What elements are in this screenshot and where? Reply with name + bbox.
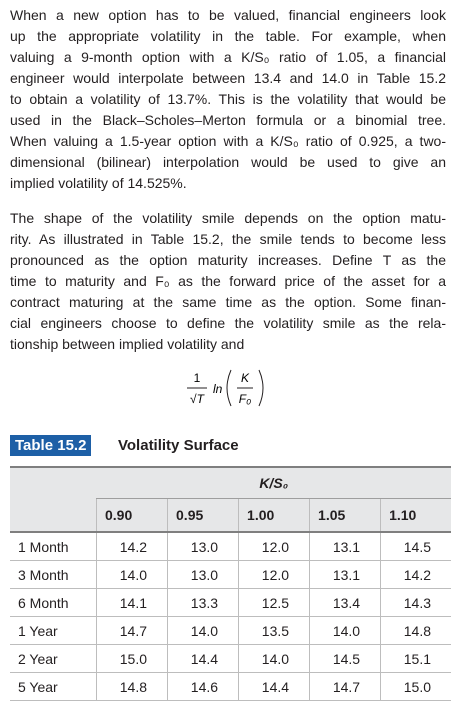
table-row: 1 Year 14.7 14.0 13.5 14.0 14.8 — [10, 616, 451, 645]
row-label: 1 Year — [10, 616, 97, 645]
cell: 14.8 — [380, 616, 451, 645]
text-line: tionship between implied volatility and — [10, 336, 245, 352]
text-line: used in the Black–Scholes–Merton formula… — [10, 112, 446, 128]
text-line: cial engineers choose to define the vola… — [10, 315, 446, 331]
cell: 14.1 — [95, 588, 168, 617]
column-header: 0.95 — [167, 498, 239, 533]
inner-denominator: F₀ — [239, 392, 251, 406]
cell: 15.0 — [380, 672, 451, 701]
cell: 14.7 — [309, 672, 381, 701]
formula-graphics: 1 √T ln K F₀ — [187, 369, 264, 407]
paren — [258, 369, 264, 407]
text-line: time to maturity and F₀ as the forward p… — [10, 273, 446, 289]
function: ln — [213, 382, 223, 396]
cell: 13.0 — [167, 560, 239, 589]
row-label: 3 Month — [10, 560, 97, 589]
row-label: 2 Year — [10, 644, 97, 673]
text-line: valuing a 9-month option with a K/S₀ rat… — [10, 49, 446, 65]
table-label: Table 15.2 — [10, 435, 92, 456]
cell: 14.2 — [380, 560, 451, 589]
text-line: The shape of the volatility smile depend… — [10, 210, 446, 226]
text-line: implied volatility of 14.525%. — [10, 175, 187, 191]
corner — [10, 467, 97, 499]
cell: 13.1 — [309, 560, 381, 589]
cell: 14.0 — [238, 644, 310, 673]
table-body: 1 Month 14.2 13.0 12.0 13.1 14.5 3 Month 14.0 13… — [10, 532, 451, 701]
cell: 14.4 — [238, 672, 310, 701]
cell: 14.5 — [380, 532, 451, 561]
text-line: up the appropriate volatility in the tab… — [10, 28, 446, 44]
cell: 14.0 — [167, 616, 239, 645]
text-line: contract maturing at the same time as th… — [10, 294, 446, 310]
row-label: 5 Year — [10, 672, 97, 701]
corner — [10, 498, 97, 533]
cell: 14.4 — [167, 644, 239, 673]
cell: 13.4 — [309, 588, 381, 617]
formula: 1 √T ln K F₀ — [185, 368, 264, 408]
text-line: to obtain a volatility of 13.7%. This is… — [10, 91, 446, 107]
row-label: 1 Month — [10, 532, 97, 561]
text-line: When a new option has to be valued, fina… — [10, 7, 446, 23]
table-row: 3 Month 14.0 13.0 12.0 13.1 14.2 — [10, 560, 451, 589]
text-line: rity. As illustrated in Table 15.2, the … — [10, 231, 446, 247]
text-line: pronounced as the option maturity increa… — [10, 252, 446, 268]
cell: 14.6 — [167, 672, 239, 701]
table-row: 6 Month 14.1 13.3 12.5 13.4 14.3 — [10, 588, 451, 617]
inner-numerator: K — [241, 371, 250, 385]
paren — [226, 369, 232, 407]
text-line: When valuing a 1.5-year option with a K/… — [10, 133, 446, 149]
cell: 12.0 — [238, 560, 310, 589]
table-row: 5 Year 14.8 14.6 14.4 14.7 15.0 — [10, 672, 451, 701]
cell: 14.2 — [95, 532, 168, 561]
text-line: engineer would interpolate between 13.4 … — [10, 70, 446, 86]
row-label: 6 Month — [10, 588, 97, 617]
cell: 13.3 — [167, 588, 239, 617]
column-header: 1.05 — [309, 498, 381, 533]
column-group: K/S₀ — [96, 467, 451, 499]
cell: 15.1 — [380, 644, 451, 673]
cell: 14.8 — [95, 672, 168, 701]
cell: 12.5 — [238, 588, 310, 617]
denominator: √T — [190, 392, 206, 406]
cell: 14.7 — [95, 616, 168, 645]
cell: 14.0 — [95, 560, 168, 589]
group-row: K/S₀ — [10, 467, 451, 499]
text-line: dimensional (bilinear) interpolation wou… — [10, 154, 446, 170]
column-header: 1.10 — [380, 498, 451, 533]
column-header: 1.00 — [238, 498, 310, 533]
table: K/S₀ 0.90 0.95 1.00 1.05 1.10 1 Month 14.2 13.… — [10, 466, 451, 701]
cell: 12.0 — [238, 532, 310, 561]
table-row: 2 Year 15.0 14.4 14.0 14.5 15.1 — [10, 644, 451, 673]
cell: 13.0 — [167, 532, 239, 561]
cell: 15.0 — [95, 644, 168, 673]
header-row: 0.90 0.95 1.00 1.05 1.10 — [10, 498, 451, 533]
cell: 13.1 — [309, 532, 381, 561]
column-header: 0.90 — [95, 498, 168, 533]
cell: 13.5 — [238, 616, 310, 645]
table-row: 1 Month 14.2 13.0 12.0 13.1 14.5 — [10, 532, 451, 561]
cell: 14.3 — [380, 588, 451, 617]
numerator: 1 — [194, 371, 201, 385]
cell: 14.5 — [309, 644, 381, 673]
table-title: Volatility Surface — [118, 437, 239, 454]
cell: 14.0 — [309, 616, 381, 645]
